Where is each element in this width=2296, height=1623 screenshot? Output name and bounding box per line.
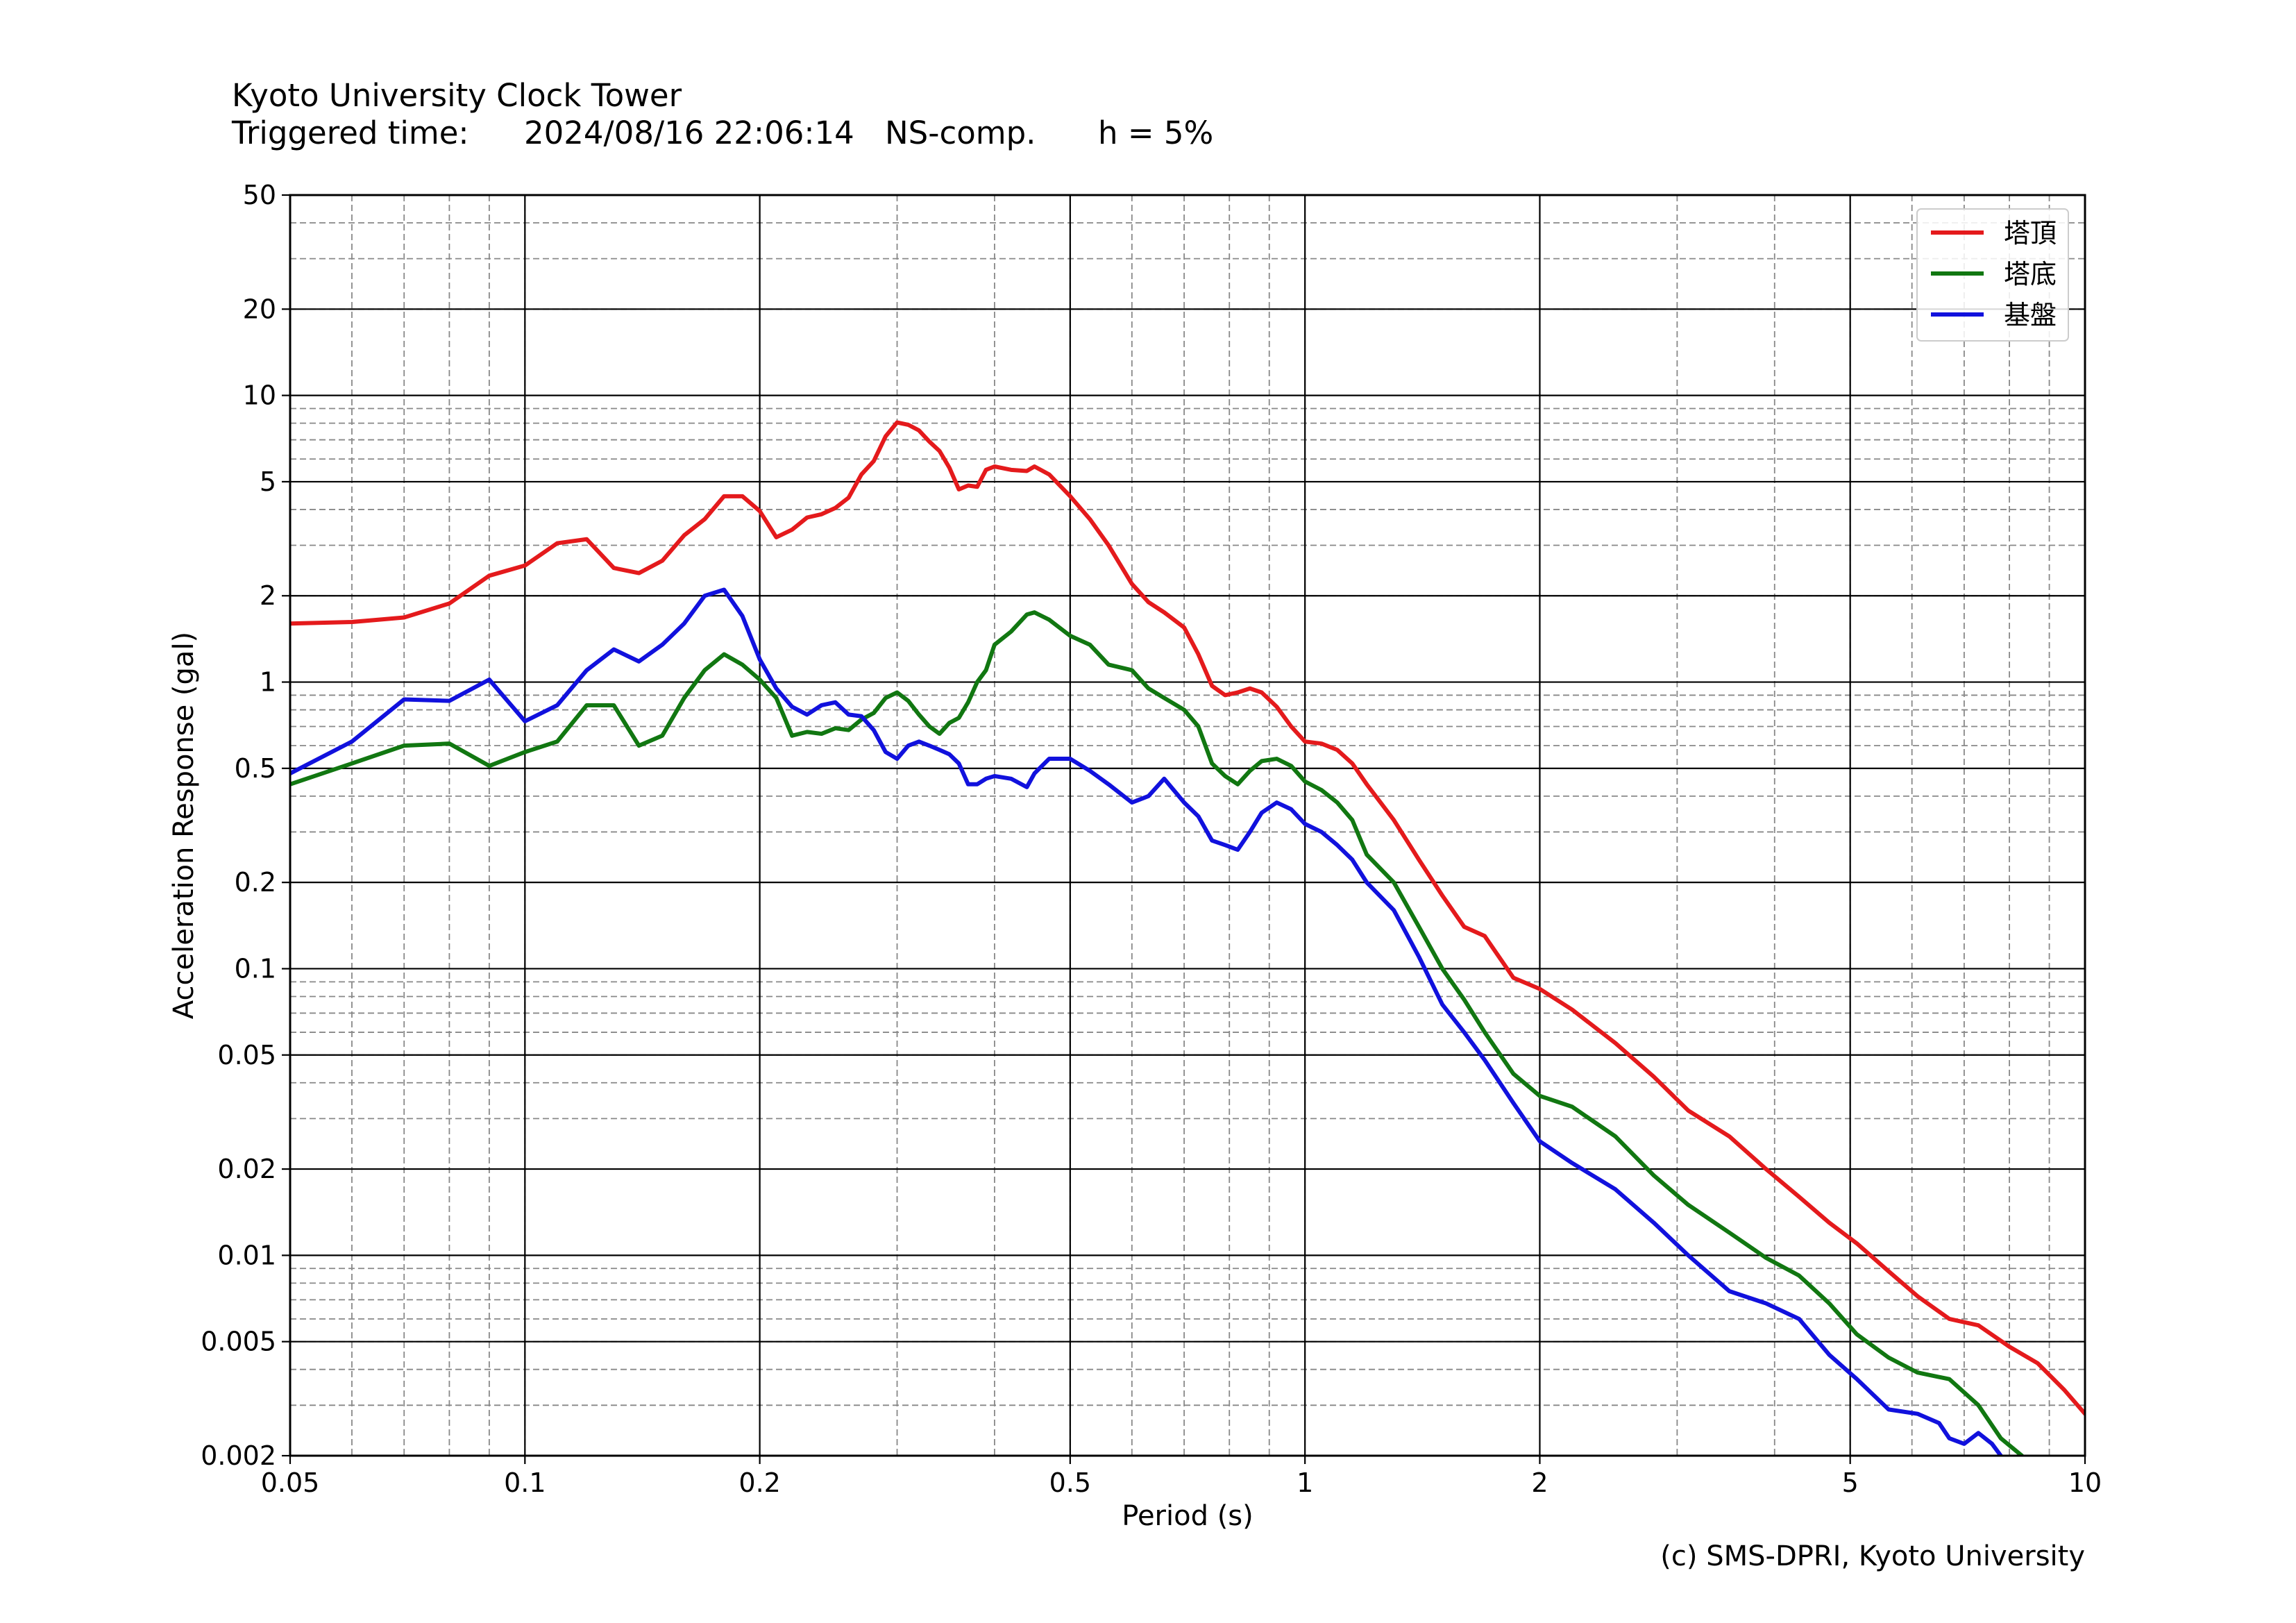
legend: 塔頂 塔底 基盤 [1916,208,2069,342]
x-tick-label: 0.05 [261,1468,320,1498]
triggered-time-label: Triggered time: [231,115,469,151]
y-tick-label: 0.002 [201,1440,276,1471]
x-tick-label: 2 [1531,1468,1548,1498]
triggered-time-value: 2024/08/16 22:06:14 [524,115,854,151]
y-tick-label: 0.02 [217,1154,276,1184]
component-label: NS-comp. [885,115,1036,151]
y-tick-label: 0.05 [217,1040,276,1070]
x-tick-label: 5 [1842,1468,1859,1498]
y-tick-label: 0.5 [235,753,276,784]
x-axis-label: Period (s) [1122,1500,1253,1532]
plot-frame [289,194,2086,1457]
x-tick-label: 10 [2068,1468,2102,1498]
y-tick-label: 0.005 [201,1327,276,1357]
y-tick-label: 2 [260,580,276,611]
y-tick-label: 0.1 [235,953,276,984]
chart-title: Kyoto University Clock Tower [232,77,682,114]
y-tick-label: 1 [260,667,276,698]
y-axis-label: Acceleration Response (gal) [168,632,200,1019]
y-tick-label: 10 [243,380,276,411]
series-line-3 [290,587,2003,1456]
series-line-1 [290,420,2085,1416]
damping-label: h = 5% [1098,115,1213,151]
legend-label-series-3: 基盤 [2004,300,2057,330]
legend-label-series-1: 塔頂 [2004,218,2057,249]
x-tick-label: 0.1 [504,1468,546,1498]
legend-box [1916,208,2069,342]
y-tick-label: 50 [243,180,276,210]
x-tick-label: 0.2 [738,1468,780,1498]
y-tick-label: 5 [260,466,276,497]
y-tick-label: 0.2 [235,867,276,898]
x-tick-label: 0.5 [1049,1468,1091,1498]
y-tick-label: 20 [243,294,276,324]
grid [289,194,2086,1457]
series-line-2 [290,610,2025,1456]
y-tick-label: 0.01 [217,1240,276,1270]
legend-label-series-2: 塔底 [2004,259,2057,289]
series-lines [290,420,2085,1456]
x-tick-label: 1 [1297,1468,1313,1498]
credit-text: (c) SMS-DPRI, Kyoto University [1660,1540,2085,1572]
tick-labels: 0.05 0.1 0.2 0.5 1 2 5 10 0.002 0.005 0.01 0.02 0.05… [201,180,2102,1498]
